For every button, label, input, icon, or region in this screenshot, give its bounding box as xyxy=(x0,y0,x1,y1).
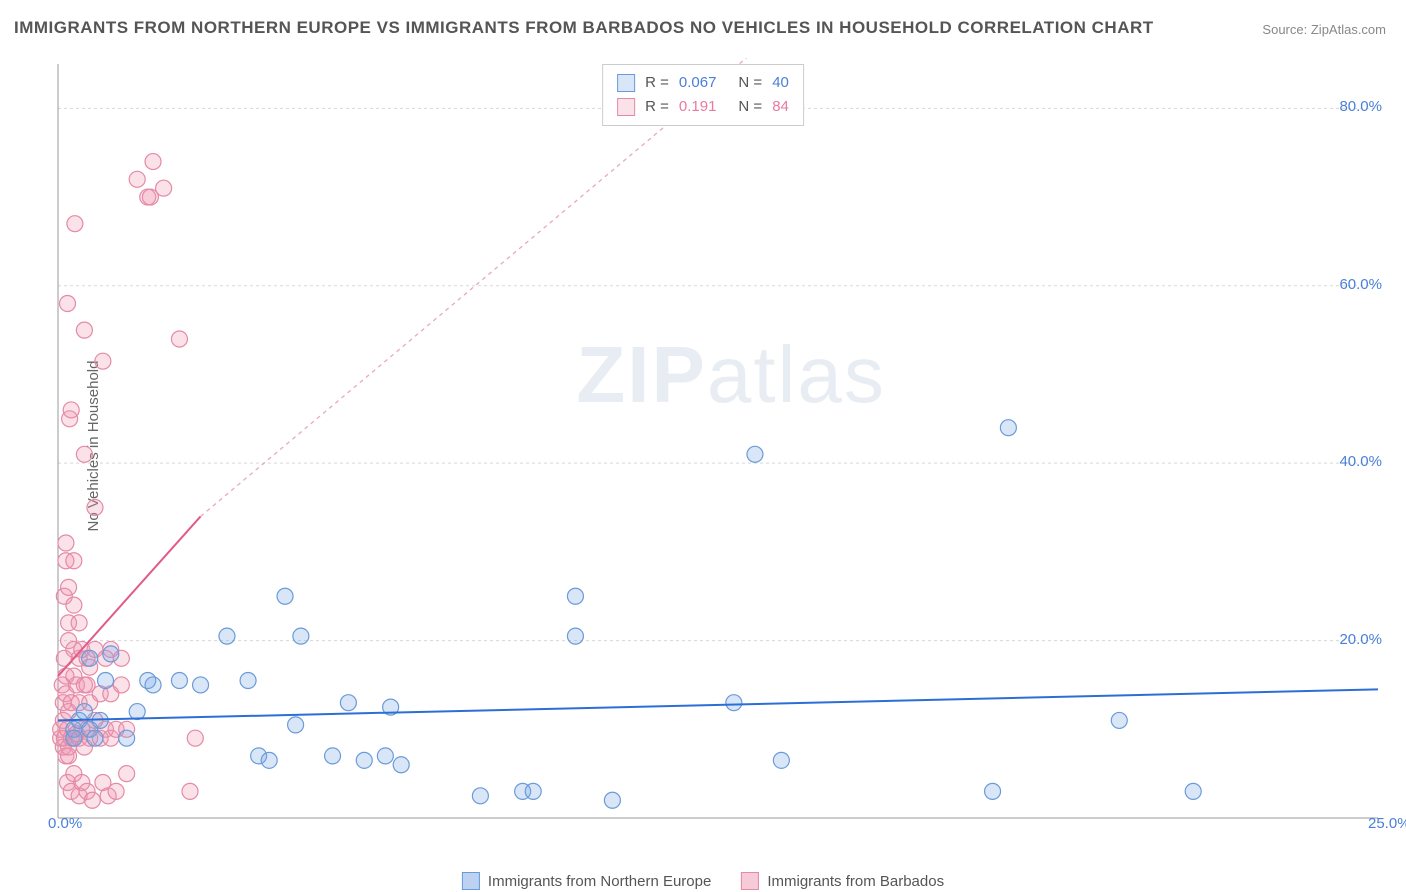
legend-row-series1: R = 0.067 N = 40 xyxy=(617,71,789,95)
source-label: Source: xyxy=(1262,22,1307,37)
legend-swatch-pink xyxy=(741,872,759,890)
correlation-legend: R = 0.067 N = 40 R = 0.191 N = 84 xyxy=(602,64,804,126)
y-tick-label: 80.0% xyxy=(1339,98,1382,115)
legend-label: Immigrants from Barbados xyxy=(767,873,944,890)
legend-swatch-blue xyxy=(617,74,635,92)
source-link[interactable]: ZipAtlas.com xyxy=(1311,22,1386,37)
series-legend: Immigrants from Northern Europe Immigran… xyxy=(462,872,944,890)
legend-n-label: N = xyxy=(738,95,762,119)
y-tick-label: 40.0% xyxy=(1339,453,1382,470)
legend-r-label: R = xyxy=(645,71,669,95)
x-tick-label: 25.0% xyxy=(1368,815,1406,832)
legend-swatch-blue xyxy=(462,872,480,890)
legend-r-value-2: 0.191 xyxy=(679,95,717,119)
legend-n-value-1: 40 xyxy=(772,71,789,95)
legend-item-barbados: Immigrants from Barbados xyxy=(741,872,944,890)
legend-r-label: R = xyxy=(645,95,669,119)
legend-n-value-2: 84 xyxy=(772,95,789,119)
scatter-svg xyxy=(48,58,1388,848)
chart-plot-area: 0.0%25.0%20.0%40.0%60.0%80.0% xyxy=(48,58,1388,848)
y-tick-label: 20.0% xyxy=(1339,631,1382,648)
source-attribution: Source: ZipAtlas.com xyxy=(1262,22,1386,37)
legend-label: Immigrants from Northern Europe xyxy=(488,873,711,890)
legend-item-northern-europe: Immigrants from Northern Europe xyxy=(462,872,711,890)
legend-swatch-pink xyxy=(617,98,635,116)
legend-row-series2: R = 0.191 N = 84 xyxy=(617,95,789,119)
chart-title: IMMIGRANTS FROM NORTHERN EUROPE VS IMMIG… xyxy=(14,18,1154,38)
legend-r-value-1: 0.067 xyxy=(679,71,717,95)
legend-n-label: N = xyxy=(738,71,762,95)
y-tick-label: 60.0% xyxy=(1339,276,1382,293)
x-tick-label: 0.0% xyxy=(48,815,82,832)
